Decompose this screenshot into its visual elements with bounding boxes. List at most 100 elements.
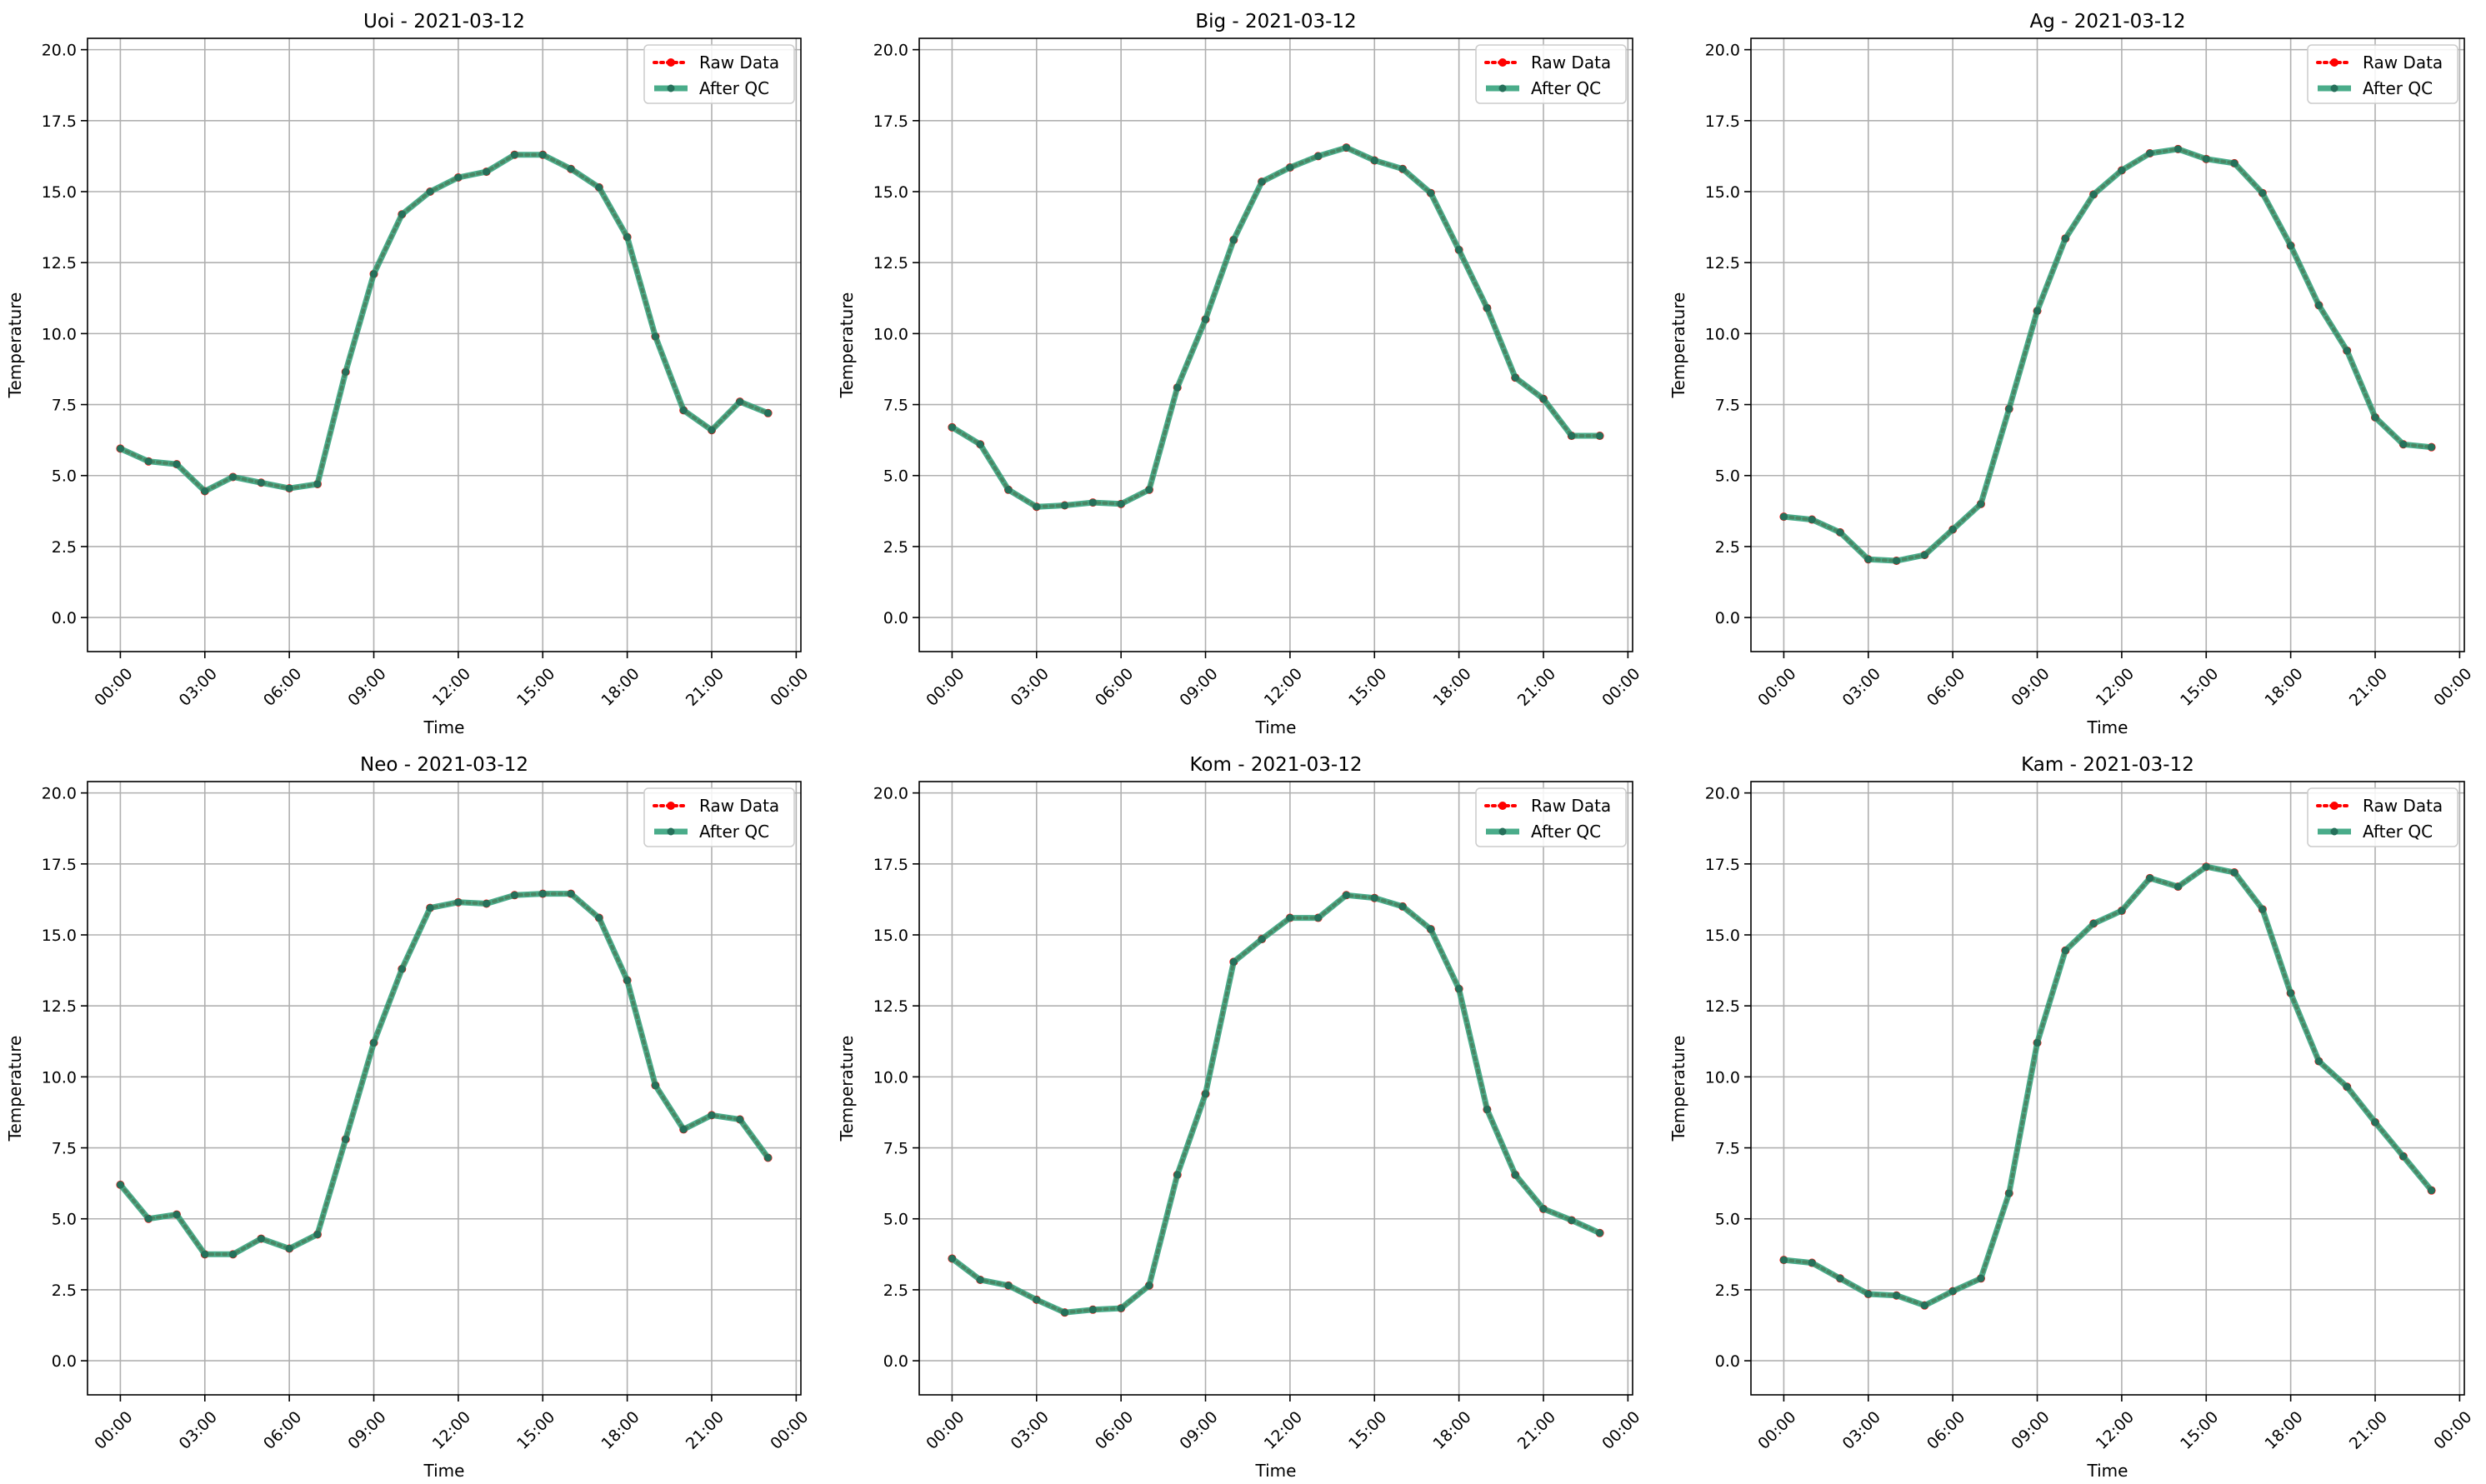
legend-raw-label: Raw Data: [699, 796, 779, 816]
y-tick-label: 2.5: [1715, 1282, 1740, 1300]
legend: Raw Data After QC: [1475, 787, 1627, 847]
after-qc-point: [2005, 405, 2013, 413]
after-qc-point: [1258, 177, 1266, 186]
x-tick-label: 00:00: [1754, 665, 1799, 710]
after-qc-point: [2343, 1082, 2351, 1091]
subplot-title: Neo - 2021-03-12: [360, 754, 528, 776]
after-qc-point: [736, 397, 744, 406]
after-qc-point: [1004, 1282, 1013, 1290]
after-qc-point: [1398, 902, 1407, 911]
subplot-title: Ag - 2021-03-12: [2030, 11, 2186, 32]
x-tick-label: 12:00: [2093, 665, 2138, 710]
after-qc-series: [116, 151, 773, 495]
after-qc-point: [2314, 301, 2323, 309]
after-qc-point: [1202, 315, 1210, 323]
subplot: 0.0 2.5 5.0 7.5 10.0 12.5 15.0 17.5 20.0 00:00 03:…: [5, 754, 813, 1481]
after-qc-point: [2258, 905, 2267, 913]
subplot: 0.0 2.5 5.0 7.5 10.0 12.5 15.0 17.5 20.0 00:00 03:…: [1668, 11, 2476, 737]
after-qc-point: [1427, 925, 1435, 933]
after-qc-point: [2173, 145, 2182, 153]
after-qc-point: [567, 165, 575, 173]
x-tick-label: 00:00: [2430, 1408, 2475, 1453]
after-qc-point: [1033, 1296, 1041, 1304]
y-tick-label: 0.0: [883, 1352, 908, 1371]
x-tick-label: 18:00: [1429, 1408, 1474, 1453]
x-tick-label: 09:00: [344, 665, 389, 710]
y-tick-label: 0.0: [1715, 1352, 1740, 1371]
x-tick-label: 15:00: [513, 1408, 558, 1453]
after-qc-point: [1808, 1259, 1816, 1267]
after-qc-line: [1783, 146, 2432, 564]
x-tick-label: 00:00: [1754, 1408, 1799, 1453]
x-axis-label: Time: [423, 717, 465, 737]
x-tick-label: 21:00: [683, 1408, 728, 1453]
legend-raw-marker: [1498, 58, 1507, 67]
after-qc-point: [679, 1125, 688, 1133]
after-qc-point: [1808, 516, 1816, 524]
y-tick-label: 5.0: [1715, 467, 1740, 486]
subplot: 0.0 2.5 5.0 7.5 10.0 12.5 15.0 17.5 20.0 00:00 03:…: [1668, 754, 2476, 1481]
x-tick-label: 18:00: [2261, 665, 2306, 710]
legend-raw-marker: [1498, 802, 1507, 810]
after-qc-point: [2146, 874, 2154, 882]
subplot-title: Uoi - 2021-03-12: [363, 11, 525, 32]
y-axis-label: Temperature: [5, 1036, 25, 1142]
after-qc-point: [708, 1111, 716, 1119]
after-qc-point: [285, 484, 293, 492]
after-qc-point: [1370, 894, 1378, 902]
y-tick-label: 17.5: [873, 856, 908, 874]
after-qc-point: [1398, 165, 1407, 173]
after-qc-point: [1779, 1256, 1788, 1264]
y-tick-label: 2.5: [883, 538, 908, 557]
legend: Raw Data After QC: [1475, 44, 1627, 104]
y-tick-label: 0.0: [883, 609, 908, 627]
after-qc-point: [1948, 1287, 1957, 1296]
after-qc-point: [1948, 525, 1957, 533]
legend-qc-marker: [1498, 827, 1507, 836]
x-tick-label: 03:00: [1008, 665, 1053, 710]
after-qc-point: [1511, 1171, 1519, 1179]
y-tick-label: 15.0: [1705, 927, 1740, 945]
after-qc-point: [2005, 1189, 2013, 1197]
x-tick-label: 21:00: [1514, 1408, 1559, 1453]
x-tick-label: 00:00: [2430, 665, 2475, 710]
after-qc-point: [2230, 159, 2238, 167]
after-qc-point: [2173, 882, 2182, 891]
y-tick-label: 5.0: [883, 467, 908, 486]
after-qc-point: [976, 440, 984, 448]
after-qc-point: [1088, 1306, 1097, 1314]
after-qc-point: [2146, 149, 2154, 157]
after-qc-point: [1314, 914, 1323, 922]
after-qc-point: [948, 423, 956, 432]
y-tick-label: 15.0: [1705, 183, 1740, 202]
after-qc-point: [201, 487, 209, 495]
after-qc-point: [2399, 440, 2408, 448]
after-qc-point: [1145, 486, 1153, 494]
y-axis-label: Temperature: [1668, 292, 1688, 399]
x-tick-label: 03:00: [1839, 1408, 1884, 1453]
after-qc-point: [1202, 1090, 1210, 1098]
x-tick-label: 00:00: [91, 665, 136, 710]
after-qc-line: [118, 152, 769, 494]
x-tick-label: 12:00: [2093, 1408, 2138, 1453]
after-qc-point: [567, 890, 575, 898]
after-qc-point: [1977, 500, 1985, 508]
x-tick-label: 00:00: [767, 665, 812, 710]
after-qc-point: [1920, 551, 1928, 559]
axes-frame: [1750, 781, 2465, 1396]
x-axis-label: Time: [1255, 717, 1297, 737]
after-qc-point: [2428, 1187, 2436, 1195]
after-qc-point: [257, 478, 265, 487]
after-qc-point: [454, 898, 463, 907]
x-tick-label: 21:00: [2346, 665, 2391, 710]
x-axis-label: Time: [2087, 1461, 2128, 1481]
x-tick-label: 06:00: [260, 665, 305, 710]
subplot-title: Kam - 2021-03-12: [2021, 754, 2194, 776]
y-tick-label: 20.0: [1705, 42, 1740, 60]
after-qc-point: [1596, 432, 1604, 440]
after-qc-point: [764, 409, 773, 417]
x-tick-label: 00:00: [91, 1408, 136, 1453]
after-qc-point: [483, 167, 491, 176]
y-tick-label: 10.0: [42, 1068, 77, 1087]
